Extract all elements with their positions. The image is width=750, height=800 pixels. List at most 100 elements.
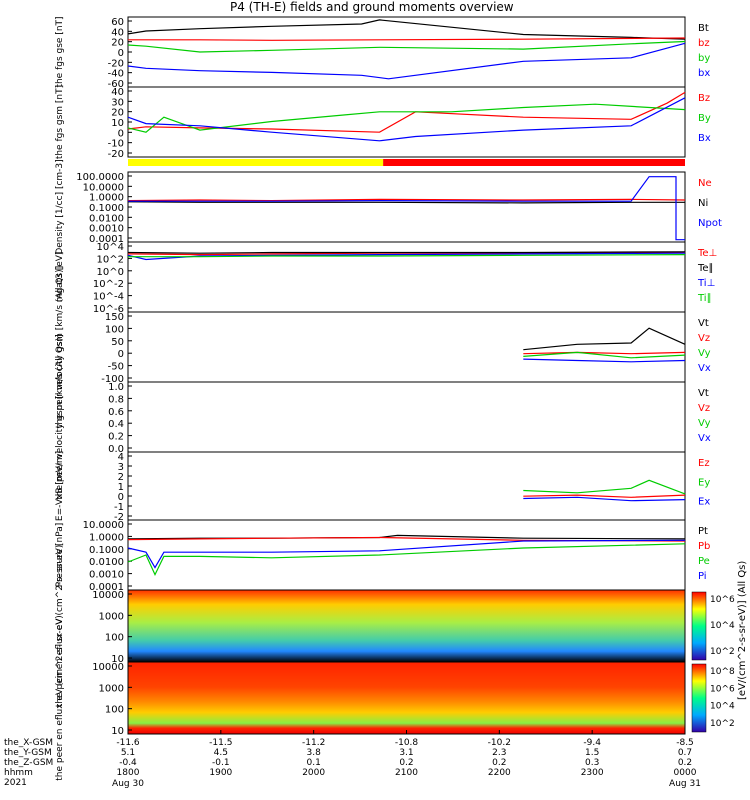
- x-tick-label: 0.7: [678, 748, 692, 758]
- colorbar-tick-label: 10^6: [710, 595, 735, 605]
- x-tick-label: -0.1: [212, 758, 230, 768]
- y-tick-label: 0.6: [108, 407, 124, 418]
- x-tick-label: Aug 30: [112, 779, 144, 789]
- legend-entry: Vz: [698, 403, 710, 414]
- legend-entry: Vy: [698, 418, 711, 429]
- y-tick-label: 20: [111, 108, 124, 119]
- series-line-Vt: [523, 327, 686, 351]
- y-tick-label: 1.0000: [89, 532, 124, 543]
- y-tick-label: -10: [108, 139, 124, 150]
- x-tick-label: 2.3: [492, 748, 506, 758]
- x-tick-label: 0000: [674, 768, 697, 778]
- x-tick-label: 0.1: [307, 758, 321, 768]
- colorbar: [691, 591, 707, 661]
- y-tick-label: 150: [105, 312, 124, 323]
- x-tick-label: -10.2: [488, 738, 511, 748]
- y-tick-label: 100: [105, 633, 124, 644]
- legend-entry: Vy: [698, 348, 711, 359]
- series-line-Bx: [127, 97, 686, 142]
- colorbar-tick-label: 10^2: [710, 719, 735, 729]
- y-tick-label: 30: [111, 97, 124, 108]
- x-tick-label: 3.8: [307, 748, 322, 758]
- y-tick-label: 10000: [92, 662, 124, 673]
- x-axis-row-label: 2021: [4, 778, 27, 788]
- y-tick-label: 0.1000: [89, 203, 124, 214]
- legend-entry: Bx: [698, 133, 711, 144]
- y-tick-label: 1.0: [108, 382, 124, 393]
- y-axis-label: the fgs gsm [nT]: [55, 85, 65, 159]
- legend-entry: Ne: [698, 178, 712, 189]
- y-tick-label: 100: [105, 324, 124, 335]
- y-tick-label: -40: [108, 69, 124, 80]
- y-tick-label: 2: [118, 472, 124, 483]
- series-line-Ez: [523, 494, 686, 498]
- y-tick-label: 10.0000: [83, 182, 124, 193]
- legend-entry: Vz: [698, 333, 710, 344]
- y-tick-label: 1: [118, 482, 124, 493]
- legend-entry: Te∥: [697, 263, 714, 274]
- spectrogram-heatmap: [128, 590, 685, 662]
- y-tick-label: -1: [114, 502, 124, 513]
- legend-entry: Bz: [698, 93, 710, 104]
- legend-entry: bx: [698, 68, 710, 79]
- legend-entry: Te⊥: [697, 248, 717, 259]
- y-axis-label: the peir en eflux eV (cm^2-s- sr-eV): [55, 545, 65, 708]
- y-tick-label: 0.0001: [89, 582, 124, 593]
- series-line-Ne: [127, 198, 686, 202]
- y-axis-label: the fgs gse [nT]: [55, 16, 65, 87]
- x-tick-label: 3.1: [399, 748, 413, 758]
- series-line-Ex: [523, 496, 686, 502]
- x-tick-label: 0.2: [492, 758, 506, 768]
- y-tick-label: 10^0: [97, 267, 124, 278]
- y-tick-label: 10^-2: [93, 279, 124, 290]
- series-line-Bz: [127, 91, 686, 133]
- colorbar-tick-label: 10^4: [710, 621, 735, 631]
- legend-entry: bz: [698, 38, 710, 49]
- y-tick-label: 40: [111, 27, 124, 38]
- series-line-Ni: [127, 201, 685, 204]
- legend-entry: Npot: [698, 218, 722, 229]
- y-tick-label: 0.0100: [89, 213, 124, 224]
- y-tick-label: 10^-6: [93, 304, 124, 315]
- legend-entry: by: [698, 53, 710, 64]
- y-tick-label: 0: [118, 48, 124, 59]
- y-tick-label: 0.0010: [89, 570, 124, 581]
- x-tick-label: 4.5: [214, 748, 228, 758]
- x-axis-row-label: the_Z-GSM: [4, 758, 53, 768]
- series-line-Vz: [523, 351, 686, 355]
- y-tick-label: 10000: [92, 590, 124, 601]
- x-tick-label: -8.5: [676, 738, 694, 748]
- series-line-Ey: [523, 479, 686, 495]
- colorbar: [691, 663, 707, 733]
- x-tick-label: Aug 31: [669, 779, 701, 789]
- y-tick-label: 0: [118, 128, 124, 139]
- y-tick-label: 10^-4: [93, 292, 124, 303]
- y-tick-label: 0.0010: [89, 224, 124, 235]
- colorbar-label: [eV/(cm^2-s-sr-eV)] (All Qs): [737, 561, 748, 700]
- series-line-Vy: [523, 351, 686, 359]
- series-line-by: [127, 40, 686, 53]
- series-line-bx: [127, 42, 686, 80]
- colorbar-tick-label: 10^6: [710, 684, 735, 694]
- plot-title: P4 (TH-E) fields and ground moments over…: [230, 0, 514, 14]
- y-tick-label: 0: [118, 349, 124, 360]
- legend-entry: Ex: [698, 497, 710, 508]
- panel-frame: [127, 86, 686, 158]
- y-tick-label: 0.0: [108, 444, 124, 455]
- legend-entry: Vx: [698, 433, 711, 444]
- x-tick-label: 0.3: [585, 758, 599, 768]
- series-line-Vx: [523, 358, 686, 363]
- legend-entry: Ez: [698, 458, 710, 469]
- x-tick-label: 0.2: [399, 758, 413, 768]
- y-tick-label: 40: [111, 87, 124, 98]
- legend-entry: Pb: [698, 541, 710, 552]
- y-tick-label: 10: [111, 726, 124, 737]
- x-axis-row-label: hhmm: [4, 768, 33, 778]
- y-tick-label: 50: [111, 337, 124, 348]
- x-tick-label: -11.5: [209, 738, 232, 748]
- y-axis-label: the peer velocity gsm [km/s (All Qs)]: [55, 334, 65, 499]
- y-tick-label: 3: [118, 462, 124, 473]
- y-tick-label: 0.4: [108, 419, 124, 430]
- panel-frame: [127, 171, 686, 243]
